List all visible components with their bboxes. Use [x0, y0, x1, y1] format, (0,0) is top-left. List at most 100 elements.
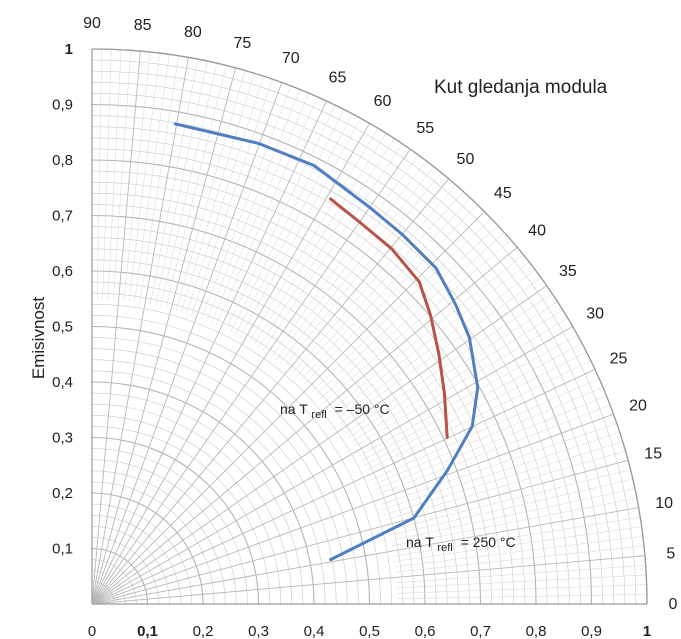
grid-spoke-major	[91, 555, 645, 605]
y-tick-label: 0,2	[52, 485, 73, 502]
grid-spoke-minor	[394, 526, 642, 562]
x-tick-label: 0,5	[359, 623, 380, 639]
angle-tick-label: 90	[83, 15, 101, 32]
chart-title: Kut gledanja modula	[434, 77, 608, 98]
x-tick-label: 0,2	[193, 623, 214, 639]
grid-spoke-minor	[134, 54, 170, 302]
grid-spoke-minor	[390, 488, 635, 541]
grid-spoke-minor	[211, 93, 310, 324]
grid-spoke-minor	[271, 154, 419, 358]
grid-spoke-minor	[388, 469, 631, 531]
grid-spoke-minor	[206, 89, 301, 322]
grid-spoke-minor	[107, 49, 122, 300]
angle-tick-label: 50	[457, 151, 475, 168]
grid-spoke-minor	[318, 232, 505, 400]
angle-tick-label: 80	[184, 24, 202, 41]
grid-spoke-minor	[394, 536, 643, 568]
grid-spoke-minor	[397, 584, 647, 594]
annotation-blue-prefix: na	[406, 534, 422, 550]
grid-spoke-minor	[389, 478, 633, 536]
grid-spoke-minor	[283, 172, 442, 367]
angle-tick-label: 15	[644, 446, 662, 463]
grid-spoke-minor	[258, 138, 395, 349]
grid-spoke-minor	[396, 574, 647, 589]
angle-tick-label: 25	[610, 350, 628, 367]
grid-spoke-minor	[113, 50, 131, 300]
grid-spoke-major	[91, 246, 518, 605]
angle-tick-label: 10	[655, 495, 673, 512]
grid-spoke-minor	[186, 76, 264, 314]
x-tick-label: 0	[88, 623, 96, 639]
grid-spoke-minor	[329, 254, 524, 413]
grid-spoke-major	[91, 100, 327, 605]
svg-text:na T refl: na T refl = 250 °C	[406, 534, 516, 554]
grid-spoke-minor	[292, 184, 457, 374]
annotation-red-sub: refl	[311, 409, 326, 421]
grid-spoke-major	[91, 82, 283, 605]
angle-tick-label: 20	[629, 397, 647, 414]
grid-spoke-minor	[160, 63, 218, 307]
grid-spoke-minor	[97, 49, 102, 299]
grid-spoke-minor	[385, 450, 626, 521]
x-tick-label: 0,1	[137, 623, 158, 639]
series-line-blue	[173, 122, 480, 562]
grid-spoke-minor	[275, 160, 427, 361]
y-axis-label: Emisivnost	[29, 297, 48, 379]
grid-spoke-minor	[332, 262, 530, 417]
angle-tick-label: 75	[233, 35, 251, 52]
x-tick-label: 0,6	[415, 623, 436, 639]
grid-spoke-major	[91, 149, 411, 605]
annotation-red-prefix: na	[280, 401, 296, 417]
y-tick-label: 0,9	[52, 97, 73, 114]
grid-spoke-minor	[372, 386, 603, 485]
outer-boundary	[91, 48, 648, 605]
grid-spoke-minor	[374, 395, 607, 490]
grid-spoke-minor	[149, 59, 199, 305]
angle-tick-label: 40	[528, 223, 546, 240]
grid-spoke-minor	[102, 49, 112, 299]
grid-spoke-minor	[315, 225, 499, 397]
grid-spoke-minor	[253, 133, 387, 346]
annotation-red-value: = –50 °C	[335, 401, 390, 417]
grid-spoke-major	[91, 369, 596, 605]
y-tick-label: 0,3	[52, 430, 73, 447]
grid-spoke-minor	[396, 565, 646, 583]
annotation-blue-sub: refl	[437, 542, 452, 554]
grid-spoke-minor	[181, 73, 255, 313]
annotation-red-t: T	[299, 401, 308, 417]
grid-spoke-minor	[322, 239, 512, 404]
x-tick-label: 0,8	[526, 623, 547, 639]
grid-spoke-major	[91, 123, 370, 605]
grid-spoke-minor	[395, 545, 644, 573]
polar-grid	[91, 48, 648, 605]
series-line-red	[329, 197, 449, 439]
grid-spoke-major	[91, 211, 485, 605]
grid-spoke-minor	[380, 423, 617, 505]
grid-spoke-minor	[155, 61, 208, 306]
grid-spoke-minor	[239, 118, 362, 338]
grid-spoke-minor	[201, 85, 292, 320]
grid-spoke-minor	[128, 53, 160, 302]
grid-spoke-minor	[370, 378, 600, 481]
data-series	[173, 122, 480, 562]
annotation-blue: na T refl = 250 °C	[406, 534, 516, 554]
grid-spoke-minor	[311, 218, 492, 393]
x-tick-label: 0,7	[470, 623, 491, 639]
x-tick-label: 0,4	[304, 623, 325, 639]
y-tick-label: 0,5	[52, 319, 73, 336]
y-tick-label: 0,8	[52, 152, 73, 169]
angle-tick-label: 45	[494, 185, 512, 202]
grid-spoke-minor	[344, 293, 553, 434]
y-tick-label: 0,4	[52, 374, 73, 391]
angle-tick-label: 70	[282, 50, 300, 67]
grid-spoke-minor	[191, 79, 273, 316]
annotation-blue-t: T	[425, 534, 434, 550]
angle-tick-label: 55	[416, 120, 434, 137]
grid-spoke-major	[91, 178, 450, 605]
grid-spoke-minor	[299, 197, 471, 381]
grid-spoke-minor	[382, 432, 620, 510]
grid-spoke-minor	[249, 128, 379, 343]
grid-spoke-minor	[230, 109, 345, 333]
y-tick-label: 0,1	[52, 541, 73, 558]
